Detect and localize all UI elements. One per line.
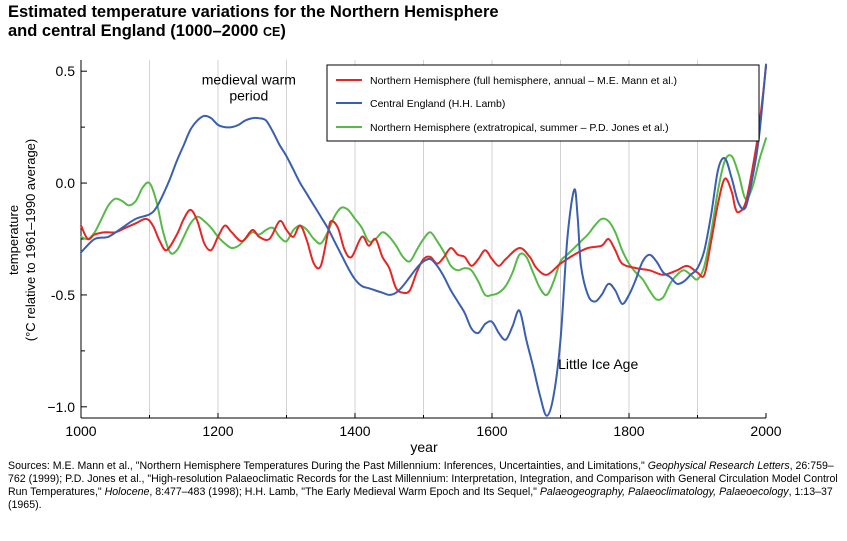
sources-text-1: M.E. Mann et al., "Northern Hemisphere T…	[49, 460, 648, 472]
series-line-mann-nh	[80, 65, 767, 295]
sources-journal-2: Holocene	[104, 486, 150, 498]
x-tick-label-1600: 1600	[476, 423, 507, 439]
y-tick-label-2: -0.5	[51, 287, 75, 303]
sources-citation: Sources: M.E. Mann et al., "Northern Hem…	[8, 460, 838, 512]
y-tick-label-0: 0.5	[56, 63, 76, 79]
legend-box	[326, 64, 760, 142]
data-series	[80, 63, 767, 417]
y-tick-label-1: 0.0	[56, 175, 76, 191]
x-ticks: 1000 1200 1400 1600 1800 2000	[65, 413, 782, 439]
y-tick-label-3: −1.0	[47, 399, 75, 415]
x-tick-label-1800: 1800	[613, 423, 644, 439]
y-axis-sublabel: (°C relative to 1961–1990 average)	[23, 139, 38, 342]
title-era-label: CE	[262, 25, 281, 39]
sources-label: Sources:	[8, 460, 50, 472]
temperature-line-chart: 1000 1200 1400 1600 1800 2000 0.50.0-0.5−1.0 …	[6, 60, 782, 455]
chart-title: Estimated temperature variations for the…	[8, 3, 499, 42]
sources-journal-3: Palaeogeography, Palaeoclimatology, Pala…	[539, 486, 789, 498]
x-tick-label-1400: 1400	[339, 423, 370, 439]
legend-label-jones: Northern Hemisphere (extratropical, summ…	[370, 122, 669, 134]
y-ticks: 0.5 0.0 -0.5 −1.0	[47, 63, 87, 415]
annotation-medieval-warm: medieval warm	[202, 72, 296, 88]
sources-text-2: , 26:759–762 (1999); P.D. Jones et al., …	[8, 460, 838, 498]
sources-text-3: , 8:477–483 (1998); H.H. Lamb, "The Earl…	[149, 486, 540, 498]
title-line-1: Estimated temperature variations for the…	[8, 3, 499, 21]
x-tick-label-1000: 1000	[65, 423, 96, 439]
sources-text-4: , 1:13–37 (1965).	[8, 486, 833, 511]
annotation-period: period	[229, 87, 268, 103]
sources-journal-1: Geophysical Research Letters	[647, 460, 790, 472]
series-line-lamb-central-england	[80, 63, 767, 417]
x-axis-label: year	[410, 439, 438, 455]
title-line-2: and central England (1000–2000 CE)	[8, 22, 499, 42]
legend: Northern Hemisphere (full hemisphere, an…	[326, 64, 760, 142]
y-axis-label: temperature	[6, 205, 21, 275]
title-line-2-end: )	[280, 22, 286, 40]
x-tick-label-2000: 2000	[750, 423, 781, 439]
title-line-2-text: and central England (1000–2000	[8, 22, 263, 40]
x-tick-label-1200: 1200	[202, 423, 233, 439]
legend-label-mann: Northern Hemisphere (full hemisphere, an…	[370, 75, 677, 87]
annotation-little-ice-age: Little Ice Age	[558, 356, 638, 372]
legend-label-lamb: Central England (H.H. Lamb)	[370, 98, 505, 110]
